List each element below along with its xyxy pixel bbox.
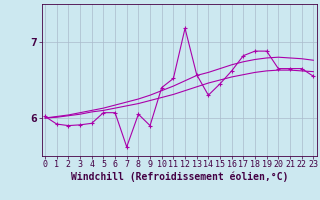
X-axis label: Windchill (Refroidissement éolien,°C): Windchill (Refroidissement éolien,°C) <box>70 172 288 182</box>
